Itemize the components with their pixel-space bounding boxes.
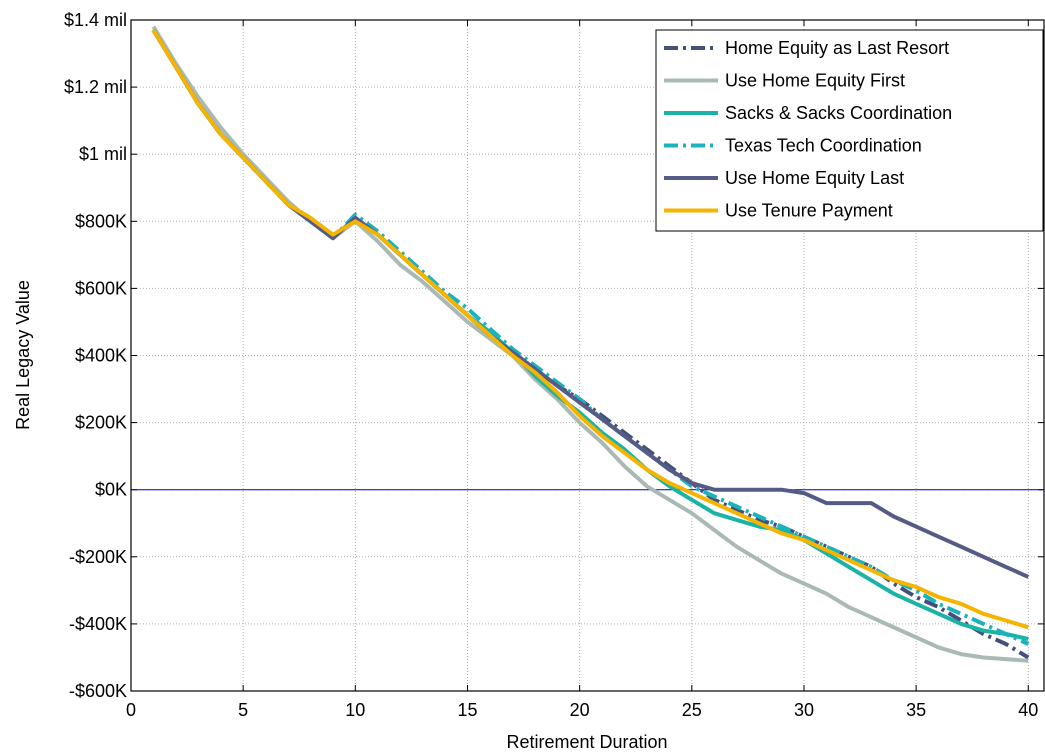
legend-label-2: Use Home Equity First [725,71,905,91]
plot-frame [130,19,1045,692]
y-tick-label: $800K [75,211,127,231]
x-axis-ticks: 0 5 10 15 20 25 30 35 40 [126,20,1038,720]
y-tick-label: $0K [95,480,127,500]
x-tick-label: 0 [126,700,136,720]
legend-label-5: Use Home Equity Last [725,168,904,188]
x-tick-label: 35 [906,700,926,720]
y-tick-label: $200K [75,413,127,433]
x-tick-label: 15 [457,700,477,720]
y-axis-ticks: -$600K -$400K -$200K $0K $200K $400K $600K $800… [64,10,1044,701]
x-tick-label: 30 [794,700,814,720]
x-tick-label: 5 [238,700,248,720]
legend-box [655,29,1044,232]
legend-label-3: Sacks & Sacks Coordination [725,103,952,123]
legend-label-6: Use Tenure Payment [725,201,893,221]
x-tick-label: 20 [570,700,590,720]
y-tick-label: -$400K [69,614,127,634]
y-tick-label: $400K [75,346,127,366]
legend: Home Equity as Last Resort Use Home Equit… [655,29,1044,232]
y-tick-label: $1 mil [79,144,127,164]
y-tick-label: -$600K [69,681,127,701]
x-tick-label: 40 [1018,700,1038,720]
y-tick-label: $1.4 mil [64,10,127,30]
x-tick-label: 25 [682,700,702,720]
series-lines [151,25,1030,663]
legend-label-4: Texas Tech Coordination [725,136,922,156]
series-line-6 [151,29,1029,630]
y-axis-title: Real Legacy Value [13,280,33,430]
x-axis-title: Retirement Duration [506,732,667,752]
x-tick-label: 10 [345,700,365,720]
legend-label-1: Home Equity as Last Resort [725,38,949,58]
y-tick-label: -$200K [69,547,127,567]
y-tick-label: $1.2 mil [64,77,127,97]
y-tick-label: $600K [75,278,127,298]
